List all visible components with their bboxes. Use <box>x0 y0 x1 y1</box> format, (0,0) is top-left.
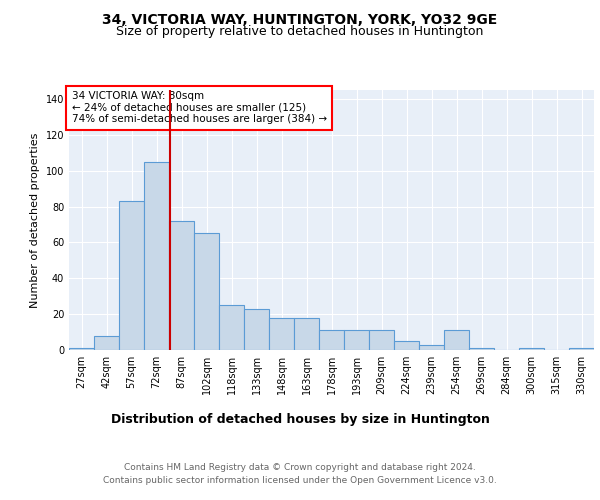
Bar <box>194 234 219 350</box>
Bar <box>144 162 169 350</box>
Bar <box>419 344 444 350</box>
Y-axis label: Number of detached properties: Number of detached properties <box>30 132 40 308</box>
Text: Distribution of detached houses by size in Huntington: Distribution of detached houses by size … <box>110 412 490 426</box>
Bar <box>169 221 194 350</box>
Bar <box>69 348 94 350</box>
Bar <box>519 348 544 350</box>
Bar <box>569 348 594 350</box>
Text: 34 VICTORIA WAY: 80sqm
← 24% of detached houses are smaller (125)
74% of semi-de: 34 VICTORIA WAY: 80sqm ← 24% of detached… <box>71 92 327 124</box>
Bar <box>219 305 244 350</box>
Text: Contains HM Land Registry data © Crown copyright and database right 2024.: Contains HM Land Registry data © Crown c… <box>124 462 476 471</box>
Bar <box>319 330 344 350</box>
Bar <box>344 330 369 350</box>
Text: Size of property relative to detached houses in Huntington: Size of property relative to detached ho… <box>116 25 484 38</box>
Bar <box>444 330 469 350</box>
Bar <box>119 201 144 350</box>
Bar <box>469 348 494 350</box>
Text: Contains public sector information licensed under the Open Government Licence v3: Contains public sector information licen… <box>103 476 497 485</box>
Bar <box>394 341 419 350</box>
Bar <box>294 318 319 350</box>
Text: 34, VICTORIA WAY, HUNTINGTON, YORK, YO32 9GE: 34, VICTORIA WAY, HUNTINGTON, YORK, YO32… <box>103 12 497 26</box>
Bar <box>94 336 119 350</box>
Bar <box>244 309 269 350</box>
Bar <box>369 330 394 350</box>
Bar <box>269 318 294 350</box>
